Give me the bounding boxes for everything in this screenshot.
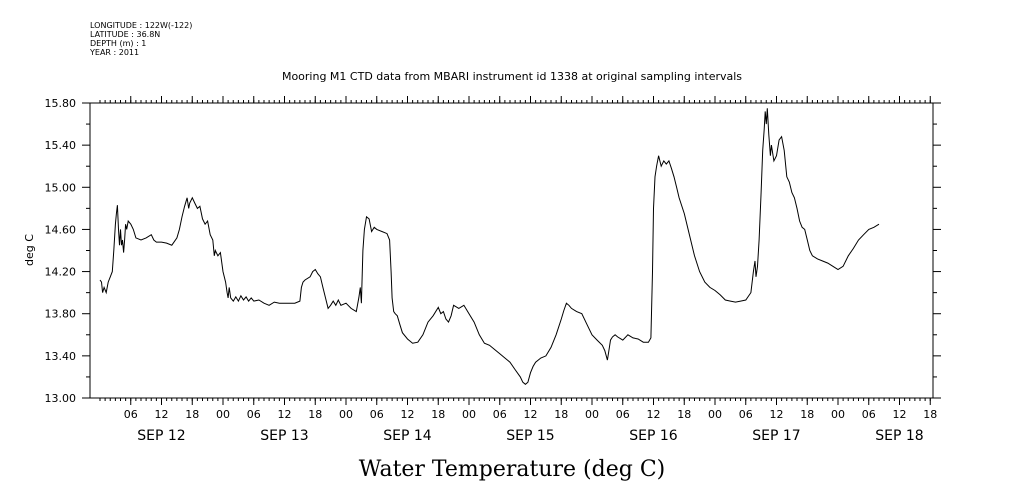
x-tick-label: 12 xyxy=(524,408,538,421)
x-tick-label: 12 xyxy=(647,408,661,421)
x-tick-label: 06 xyxy=(493,408,507,421)
x-tick-label: 12 xyxy=(893,408,907,421)
x-day-label: SEP 13 xyxy=(260,428,308,444)
x-tick-label: 00 xyxy=(339,408,353,421)
y-tick-label: 14.20 xyxy=(45,266,77,279)
year-text: YEAR : 2011 xyxy=(90,48,140,57)
chart-title: Mooring M1 CTD data from MBARI instrumen… xyxy=(282,70,742,83)
depth-text: DEPTH (m) : 1 xyxy=(90,39,147,48)
x-tick-label: 00 xyxy=(462,408,476,421)
x-tick-label: 18 xyxy=(185,408,199,421)
y-tick-label: 15.00 xyxy=(45,181,77,194)
x-day-label: SEP 12 xyxy=(137,428,185,444)
x-tick-label: 06 xyxy=(616,408,630,421)
y-tick-label: 14.60 xyxy=(45,223,77,236)
x-day-label: SEP 14 xyxy=(383,428,432,444)
x-tick-label: 06 xyxy=(862,408,876,421)
x-day-label: SEP 15 xyxy=(506,428,554,444)
x-tick-label: 00 xyxy=(708,408,722,421)
x-tick-label: 18 xyxy=(554,408,568,421)
x-tick-label: 06 xyxy=(370,408,384,421)
x-day-label: SEP 17 xyxy=(752,428,800,444)
water-temperature-line xyxy=(99,108,880,385)
y-tick-label: 13.80 xyxy=(45,308,77,321)
x-tick-label: 18 xyxy=(800,408,814,421)
longitude-text: LONGITUDE : 122W(-122) xyxy=(90,21,193,30)
x-tick-label: 00 xyxy=(585,408,599,421)
plot-frame xyxy=(89,102,934,399)
x-tick-label: 18 xyxy=(677,408,691,421)
x-tick-label: 12 xyxy=(155,408,169,421)
y-tick-label: 15.80 xyxy=(45,97,77,110)
x-day-label: SEP 18 xyxy=(875,428,923,444)
axis-ticks xyxy=(82,96,941,405)
tick-labels: 13.00 13.40 13.80 14.20 14.60 15.00 15.40 15.80… xyxy=(45,97,938,444)
x-day-label: SEP 16 xyxy=(629,428,678,444)
x-tick-label: 06 xyxy=(739,408,753,421)
x-tick-label: 12 xyxy=(770,408,784,421)
latitude-text: LATITUDE : 36.8N xyxy=(90,30,161,39)
y-tick-label: 15.40 xyxy=(45,139,77,152)
y-tick-label: 13.00 xyxy=(45,392,77,405)
x-tick-label: 18 xyxy=(308,408,322,421)
x-tick-label: 12 xyxy=(278,408,292,421)
x-tick-label: 12 xyxy=(401,408,415,421)
y-axis-label: deg C xyxy=(23,234,36,266)
x-tick-label: 18 xyxy=(923,408,937,421)
x-axis-label: Water Temperature (deg C) xyxy=(359,457,666,482)
x-tick-label: 00 xyxy=(831,408,845,421)
x-tick-label: 06 xyxy=(247,408,261,421)
x-tick-label: 06 xyxy=(124,408,138,421)
x-tick-label: 18 xyxy=(431,408,445,421)
metadata-block: LONGITUDE : 122W(-122) LATITUDE : 36.8N … xyxy=(90,21,192,57)
y-tick-label: 13.40 xyxy=(45,350,77,363)
x-tick-label: 00 xyxy=(216,408,230,421)
